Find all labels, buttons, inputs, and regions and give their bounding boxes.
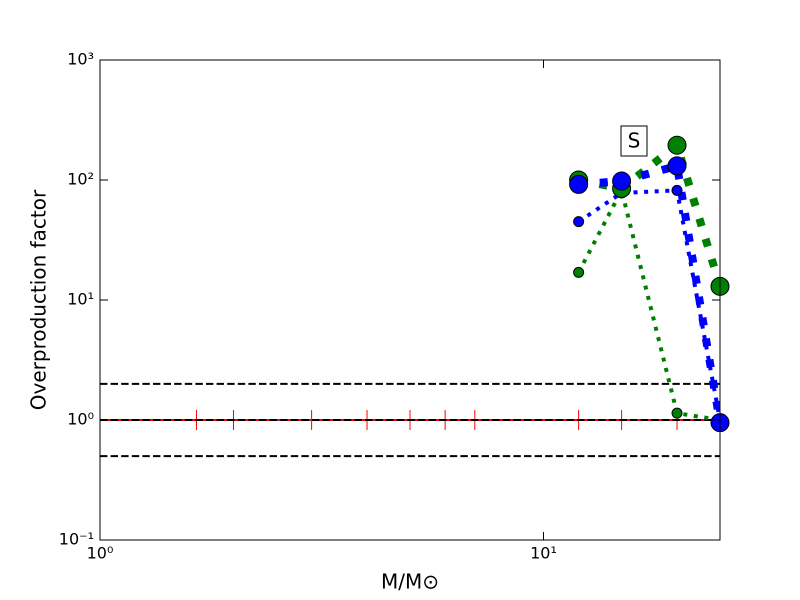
- marker: [667, 156, 687, 176]
- marker: [671, 407, 683, 419]
- marker: [573, 266, 585, 278]
- y-tick-label: 10²: [67, 170, 94, 189]
- series-line: [577, 188, 720, 421]
- annotation: S: [628, 129, 641, 153]
- marker: [612, 171, 632, 191]
- marker: [569, 174, 589, 194]
- x-axis-label: M/M⊙: [381, 570, 439, 594]
- y-tick-label: 10³: [67, 50, 94, 69]
- y-tick-label: 10¹: [67, 290, 94, 309]
- y-tick-label: 10⁻¹: [59, 530, 94, 549]
- marker: [667, 135, 687, 155]
- plot-area: [100, 60, 720, 540]
- y-tick-label: 10⁰: [67, 410, 94, 429]
- plot-layer: [100, 138, 720, 458]
- x-tick-label: 10⁰: [87, 544, 114, 563]
- marker-layer: [569, 135, 730, 433]
- y-axis-label: Overproduction factor: [27, 189, 51, 410]
- series-line: [576, 184, 720, 422]
- x-tick-label: 10¹: [530, 544, 557, 563]
- marker: [671, 184, 683, 196]
- annotation-box: [620, 125, 648, 157]
- marker: [573, 216, 585, 228]
- series-line: [578, 160, 720, 424]
